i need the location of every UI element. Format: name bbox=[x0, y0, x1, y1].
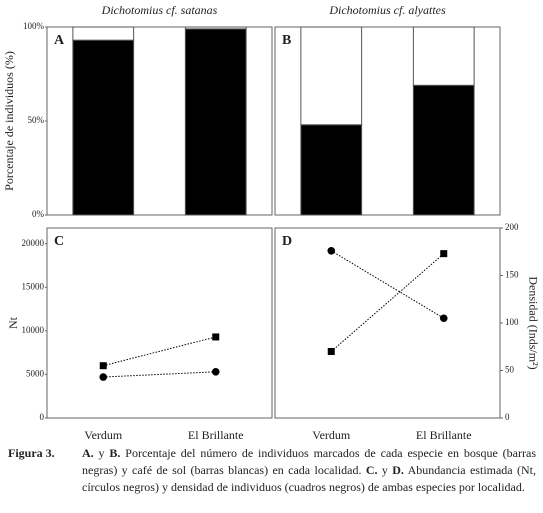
caption-text: D. bbox=[392, 463, 404, 477]
y-tick-label: 0% bbox=[32, 209, 45, 219]
bar-segment bbox=[184, 26, 247, 30]
marker bbox=[440, 250, 448, 258]
chart-title: Dichotomius cf. alyattes bbox=[328, 3, 446, 17]
panel-label: B bbox=[282, 33, 291, 48]
marker bbox=[212, 333, 220, 341]
caption-label: Figura 3. bbox=[8, 446, 55, 460]
bar-segment bbox=[412, 26, 475, 86]
chart-title: Dichotomius cf. satanas bbox=[101, 3, 218, 17]
y2-tick-label: 50 bbox=[505, 365, 515, 375]
caption-text: y bbox=[93, 446, 110, 460]
y2-tick-label: 200 bbox=[505, 222, 519, 232]
plot-frame bbox=[274, 227, 501, 419]
caption-text: Porcentaje del número de individuos marc… bbox=[82, 446, 536, 477]
marker bbox=[439, 314, 448, 323]
x-tick-label: El Brillante bbox=[416, 428, 472, 440]
y-tick-label: 10000 bbox=[22, 325, 45, 335]
marker bbox=[211, 368, 220, 376]
plot-frame bbox=[46, 227, 273, 419]
y-tick-label: 15000 bbox=[22, 281, 45, 291]
y2-tick-label: 150 bbox=[505, 270, 519, 280]
panel-label: A bbox=[54, 33, 65, 48]
y-tick-label: 100% bbox=[23, 21, 45, 31]
bar-segment bbox=[184, 28, 247, 216]
caption-body: A. y B. Porcentaje del número de individ… bbox=[82, 445, 536, 496]
series-line bbox=[330, 253, 445, 352]
series-line bbox=[103, 336, 216, 367]
y-axis-label: Nt bbox=[6, 316, 20, 329]
series-line bbox=[330, 250, 445, 319]
panel-label: C bbox=[54, 234, 64, 249]
y2-tick-label: 100 bbox=[505, 317, 519, 327]
x-tick-label: Verdum bbox=[84, 428, 123, 440]
y2-axis-label: Densidad (Inds/m²) bbox=[526, 276, 540, 369]
marker bbox=[327, 348, 335, 355]
x-tick-label: El Brillante bbox=[188, 428, 244, 440]
x-tick-label: Verdum bbox=[312, 428, 351, 440]
y-axis-label: Porcentaje de individuos (%) bbox=[2, 51, 16, 191]
panel-label: D bbox=[282, 234, 292, 249]
caption-text: Abundancia estimada (Nt, círculos negros… bbox=[82, 463, 536, 494]
marker bbox=[327, 247, 336, 255]
caption-text: B. bbox=[109, 446, 121, 460]
caption-text: A. bbox=[82, 446, 94, 460]
y-tick-label: 5000 bbox=[26, 368, 45, 378]
bar-segment bbox=[72, 26, 135, 41]
bar-segment bbox=[412, 84, 475, 216]
marker bbox=[99, 362, 107, 370]
caption-text: C. bbox=[365, 463, 378, 477]
bar-segment bbox=[72, 39, 135, 216]
y-tick-label: 20000 bbox=[22, 238, 45, 248]
y-tick-label: 0 bbox=[40, 412, 45, 422]
caption: Figura 3. A. y B. Porcentaje del número … bbox=[8, 445, 536, 496]
bar-segment bbox=[300, 26, 363, 126]
bar-segment bbox=[300, 124, 363, 216]
marker bbox=[99, 373, 108, 381]
y2-tick-label: 0 bbox=[505, 412, 510, 422]
series-line bbox=[103, 371, 216, 378]
y-tick-label: 50% bbox=[28, 115, 45, 125]
caption-text: y bbox=[377, 463, 393, 477]
figure: Dichotomius cf. satanas Porcentaje de ind… bbox=[2, 3, 541, 440]
